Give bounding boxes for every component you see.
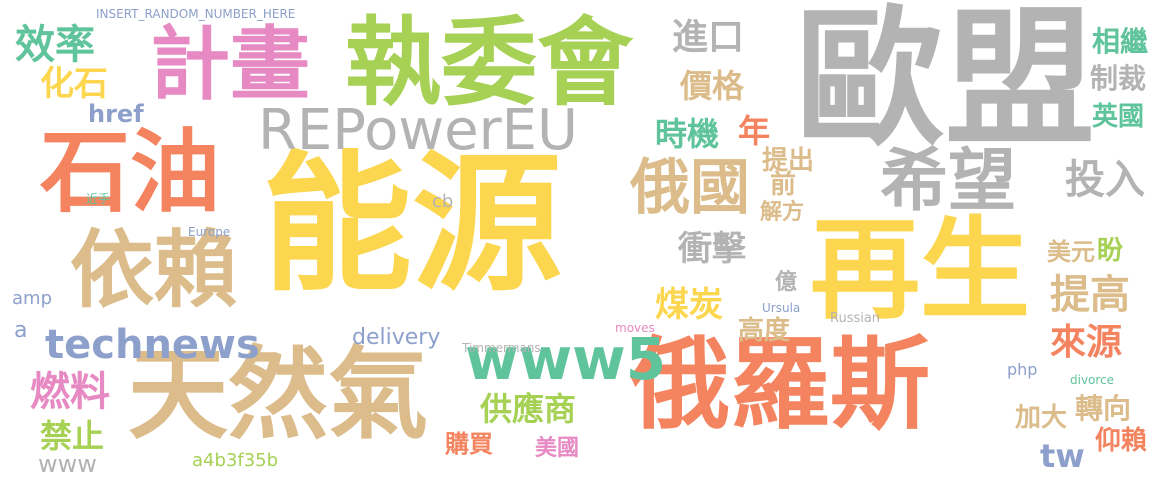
word-chongji: 衝擊 bbox=[678, 229, 746, 269]
word-goumai: 購買 bbox=[445, 430, 493, 458]
word-eguo: 俄國 bbox=[630, 153, 750, 223]
word-nengyuan: 能源 bbox=[262, 138, 563, 312]
word-tigao: 提高 bbox=[1050, 272, 1130, 318]
word-www: www bbox=[38, 450, 97, 478]
word-jiefang: 解方 bbox=[760, 200, 805, 225]
word-touru: 投入 bbox=[1065, 157, 1145, 203]
word-huashi: 化石 bbox=[40, 64, 108, 104]
word-php: php bbox=[1007, 360, 1038, 379]
word-yanglai: 仰賴 bbox=[1095, 426, 1148, 456]
word-moves: moves bbox=[615, 321, 655, 335]
word-jinkou: 進口 bbox=[672, 17, 745, 58]
word-a: a bbox=[14, 318, 28, 343]
word-ranliao: 燃料 bbox=[30, 369, 110, 415]
word-amp: amp bbox=[12, 288, 52, 309]
word-gongyingshang: 供應商 bbox=[480, 390, 577, 428]
word-a4b3f35b: a4b3f35b bbox=[192, 450, 279, 471]
word-delivery: delivery bbox=[352, 325, 441, 350]
word-ursula: Ursula bbox=[762, 301, 801, 315]
word-shiyou: 石油 bbox=[40, 120, 220, 225]
word-shiji: 時機 bbox=[655, 115, 720, 153]
word-href: href bbox=[88, 100, 144, 128]
word-zhicai: 制裁 bbox=[1090, 62, 1147, 95]
word-meitan: 煤炭 bbox=[655, 285, 723, 325]
word-timmermans: Timmermans bbox=[462, 341, 541, 355]
word-www5: www5 bbox=[465, 325, 667, 393]
word-tichu: 提出 bbox=[762, 146, 815, 176]
word-tw: tw bbox=[1040, 437, 1085, 475]
word-oumeng: 歐盟 bbox=[795, 0, 1096, 167]
word-meiguo: 美國 bbox=[535, 436, 580, 461]
word-divorce: divorce bbox=[1070, 373, 1115, 387]
word-meiyuan: 美元 bbox=[1047, 238, 1095, 266]
word-cb: cb bbox=[432, 191, 454, 212]
word-yingguo: 英國 bbox=[1092, 102, 1145, 132]
word-yilai: 依賴 bbox=[70, 221, 239, 319]
word-yi: 億 bbox=[775, 270, 798, 295]
word-jinzhi: 禁止 bbox=[40, 417, 105, 455]
word-nian: 年 bbox=[738, 112, 771, 150]
word-laiyuan: 來源 bbox=[1050, 322, 1123, 363]
word-jinshou: 近手 bbox=[86, 192, 111, 206]
word-zhiweihui: 執委會 bbox=[345, 7, 633, 119]
word-qian: 前 bbox=[770, 170, 797, 200]
word-gaodu: 高度 bbox=[738, 316, 791, 346]
word-pan: 盼 bbox=[1097, 236, 1124, 266]
word-zaisheng: 再生 bbox=[810, 206, 1030, 334]
word-insert: INSERT_RANDOM_NUMBER_HERE bbox=[96, 7, 296, 21]
word-russian: Russian bbox=[830, 311, 881, 326]
word-xiaolu: 效率 bbox=[15, 22, 95, 68]
word-tianranqi: 天然氣 bbox=[128, 336, 428, 453]
word-technews: technews bbox=[45, 322, 260, 368]
word-jiada: 加大 bbox=[1015, 403, 1068, 433]
word-jihua: 計畫 bbox=[150, 18, 310, 111]
word-europe: Europe bbox=[188, 225, 231, 239]
word-eluosi: 俄羅斯 bbox=[630, 326, 930, 443]
word-xiwang: 希望 bbox=[880, 142, 1017, 221]
word-xiangji: 相繼 bbox=[1092, 25, 1149, 58]
word-zhuanxiang: 轉向 bbox=[1075, 392, 1132, 425]
word-jiage: 價格 bbox=[680, 67, 745, 105]
word-repowereu: REPowerEU bbox=[258, 98, 578, 163]
